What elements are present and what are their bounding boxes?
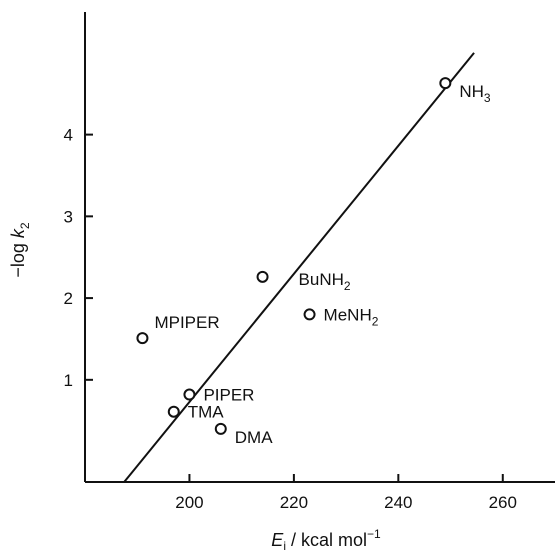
x-axis-label: Ei / kcal mol−1 (271, 527, 381, 552)
data-point (167, 405, 180, 418)
point-label: TMA (188, 403, 225, 422)
y-tick-label: 3 (64, 207, 73, 226)
data-point (439, 77, 452, 90)
point-label: MeNH2 (324, 305, 379, 328)
point-label: DMA (235, 428, 273, 447)
x-tick-label: 240 (384, 493, 412, 512)
point-label: PIPER (203, 386, 254, 405)
x-ticks: 200 220 240 260 (175, 474, 517, 512)
point-label: BuNH2 (299, 270, 351, 293)
y-ticks: 1 2 3 4 (64, 126, 93, 390)
regression-line (123, 52, 475, 483)
data-point (303, 308, 316, 321)
y-tick-label: 1 (64, 371, 73, 390)
x-tick-label: 260 (489, 493, 517, 512)
y-tick-label: 4 (64, 126, 73, 145)
x-tick-label: 200 (175, 493, 203, 512)
y-axis-label: −log k2 (8, 222, 32, 278)
data-point (136, 332, 149, 345)
x-tick-label: 220 (280, 493, 308, 512)
data-point (183, 388, 196, 401)
plot-area: 200 220 240 260 1 2 3 4 NH3 BuNH2 MeNH2 MPIPER PIP… (64, 12, 555, 512)
y-tick-label: 2 (64, 289, 73, 308)
point-label: NH3 (459, 82, 491, 105)
point-label: MPIPER (154, 313, 219, 332)
data-point (256, 270, 269, 283)
data-point (214, 422, 227, 435)
